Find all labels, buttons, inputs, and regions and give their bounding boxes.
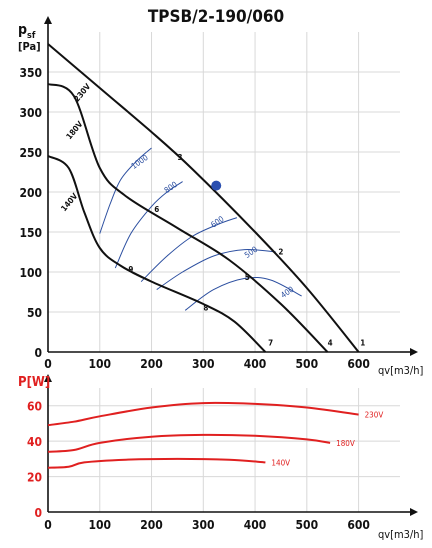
x-tick-label: 0 (44, 357, 52, 371)
rpm-curve-label: 600 (209, 214, 226, 229)
operating-point-label: 3 (177, 153, 182, 162)
y-tick-label: 60 (27, 400, 42, 414)
power-curve-180V (47, 433, 331, 453)
operating-point-label: 6 (154, 205, 159, 214)
x-axis-label: qv[m3/h] (378, 528, 424, 541)
rpm-curve-label: 400 (279, 284, 296, 299)
y-axis-label: p (18, 22, 27, 38)
operating-point-label: 4 (328, 339, 333, 348)
x-tick-label: 300 (192, 357, 215, 371)
rpm-curve-label: 1000 (130, 153, 151, 171)
fan-curve-180V (47, 83, 329, 353)
x-tick-label: 300 (192, 518, 215, 532)
x-axis-arrow (410, 348, 418, 356)
x-tick-label: 600 (347, 357, 370, 371)
x-tick-label: 100 (88, 518, 111, 532)
y-tick-label: 0 (34, 506, 42, 520)
y-tick-label: 150 (19, 226, 42, 240)
power-curve-230V (47, 401, 359, 427)
x-tick-label: 500 (296, 518, 319, 532)
x-axis-arrow (410, 508, 418, 516)
series-label: 230V (365, 411, 384, 420)
y-axis-label-subscript: sf (27, 31, 36, 41)
y-tick-label: 250 (19, 146, 42, 160)
series-label: 180V (336, 439, 355, 448)
y-axis-unit: [Pa] (18, 40, 41, 53)
power-curve-140V (47, 457, 266, 469)
y-tick-label: 40 (27, 435, 42, 449)
y-axis-arrow (44, 16, 52, 24)
operating-point-label: 7 (268, 339, 273, 348)
rpm-curve-800 (114, 181, 183, 269)
series-label: 140V (59, 191, 79, 213)
y-axis-label: P[W] (18, 375, 50, 390)
y-axis-arrow (44, 374, 52, 382)
x-tick-label: 100 (88, 357, 111, 371)
fan-curve-230V (47, 43, 360, 353)
fan-curve-140V (47, 155, 267, 353)
series-label: 180V (64, 119, 84, 141)
rpm-curve-label: 500 (243, 244, 260, 259)
y-tick-label: 20 (27, 471, 42, 485)
x-tick-label: 200 (140, 518, 163, 532)
y-tick-label: 300 (19, 106, 42, 120)
x-tick-label: 600 (347, 518, 370, 532)
y-tick-label: 100 (19, 266, 42, 280)
y-tick-label: 0 (34, 346, 42, 360)
chart-title: TPSB/2-190/060 (148, 7, 284, 27)
rpm-curve-400 (184, 276, 302, 311)
rpm-curve-label: 800 (163, 180, 180, 195)
rpm-curve-1000 (99, 147, 152, 234)
x-tick-label: 0 (44, 518, 52, 532)
operating-point-label: 2 (278, 247, 283, 256)
x-tick-label: 500 (296, 357, 319, 371)
operating-point-label: 8 (203, 303, 208, 312)
rpm-curve-500 (156, 248, 276, 291)
series-label: 140V (271, 458, 290, 467)
y-tick-label: 350 (19, 66, 42, 80)
operating-point-label: 5 (245, 273, 250, 282)
operating-point-marker (211, 180, 222, 191)
x-axis-label: qv[m3/h] (378, 364, 424, 377)
y-tick-label: 200 (19, 186, 42, 200)
x-tick-label: 400 (244, 357, 267, 371)
rpm-curve-600 (140, 217, 238, 282)
y-tick-label: 50 (27, 306, 42, 320)
x-tick-label: 200 (140, 357, 163, 371)
operating-point-label: 9 (128, 265, 133, 274)
operating-point-label: 1 (360, 339, 365, 348)
x-tick-label: 400 (244, 518, 267, 532)
